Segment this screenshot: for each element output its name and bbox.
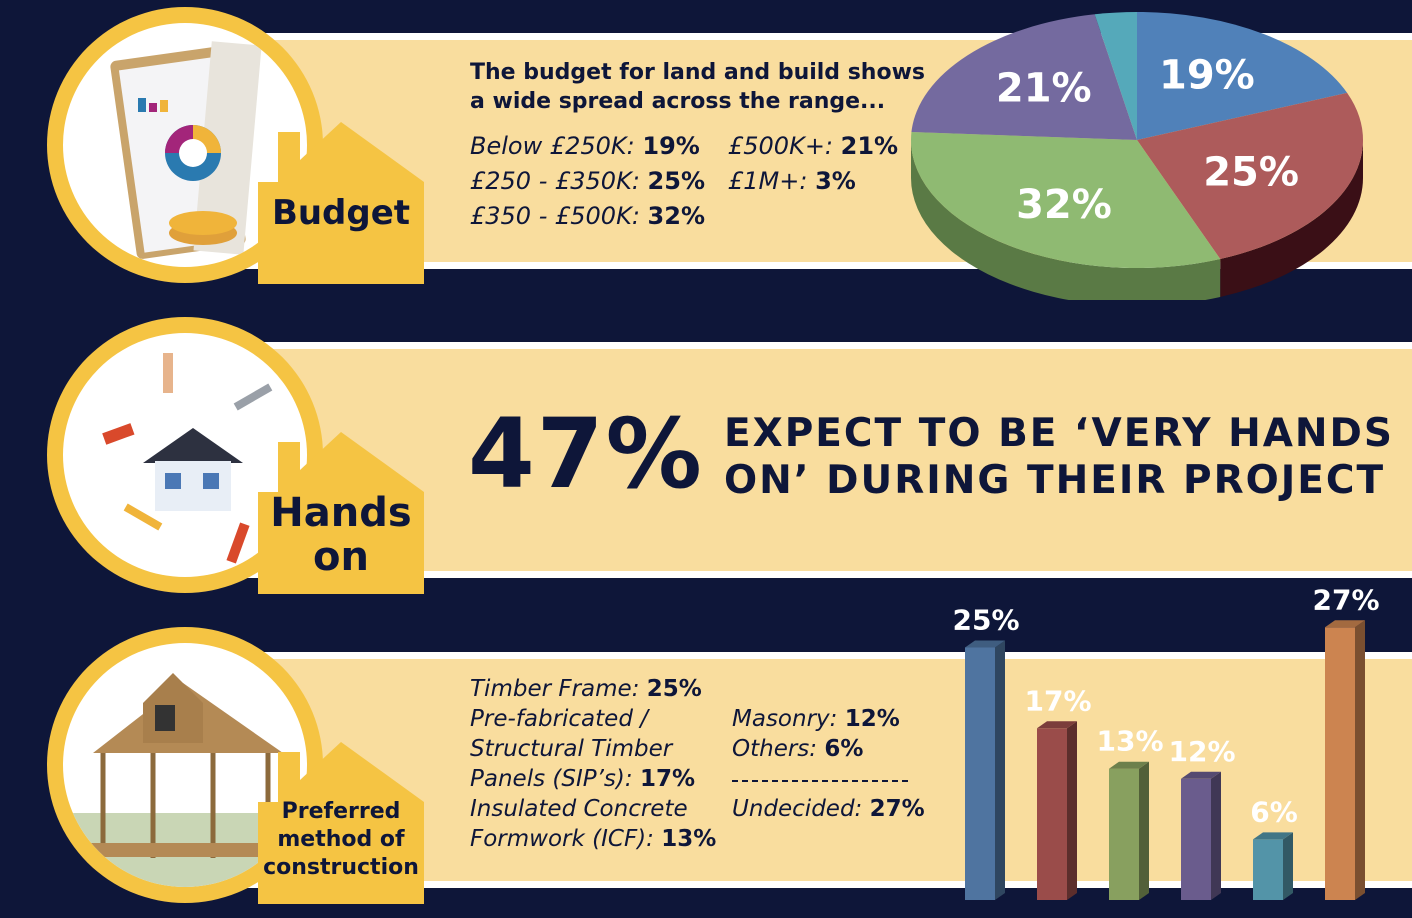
bar-label: 6% xyxy=(1250,795,1298,828)
construction-badge-line2: method of xyxy=(277,827,405,852)
budget-item: £1M+: 3% xyxy=(728,167,856,195)
bar-label: 25% xyxy=(952,604,1019,637)
construction-item: Structural Timber xyxy=(470,736,673,762)
hands-on-stat: 47% xyxy=(468,398,704,510)
budget-heading-line1: The budget for land and build shows xyxy=(470,60,926,85)
construction-item: Insulated Concrete xyxy=(470,796,688,822)
house-shape-icon xyxy=(258,122,424,284)
construction-illustration xyxy=(47,627,323,903)
construction-item: Formwork (ICF): 13% xyxy=(470,826,717,852)
bar-top xyxy=(1253,832,1293,840)
pie-slice-side xyxy=(911,140,1221,300)
pie-slice xyxy=(1094,12,1137,140)
bar-side xyxy=(1067,721,1077,900)
pie-label: 21% xyxy=(996,66,1092,112)
bar xyxy=(1109,768,1139,900)
bar-side xyxy=(1283,832,1293,900)
budget-item: £350 - £500K: 32% xyxy=(470,202,705,230)
bar-label: 17% xyxy=(1024,684,1091,717)
hands-on-badge-line1: Hands xyxy=(270,490,412,536)
bar-top xyxy=(965,640,1005,648)
bar-label: 13% xyxy=(1096,725,1163,758)
pie-label: 19% xyxy=(1159,52,1255,98)
construction-item: Panels (SIP’s): 17% xyxy=(470,766,695,792)
construction-item: Others: 6% xyxy=(732,736,864,762)
pie-slice xyxy=(911,14,1137,140)
bar-top xyxy=(1181,771,1221,779)
budget-heading-line2: a wide spread across the range... xyxy=(470,89,886,114)
hands-on-claim: EXPECT TO BE ‘VERY HANDS ON’ DURING THEI… xyxy=(724,410,1394,504)
pie-slice xyxy=(911,131,1221,268)
bar-side xyxy=(1211,771,1221,900)
bar-label: 12% xyxy=(1168,735,1235,768)
hands-on-claim-line2: ON’ DURING THEIR PROJECT xyxy=(724,458,1386,503)
divider xyxy=(732,780,908,782)
hands-on-badge-line2: on xyxy=(313,534,369,580)
bar-side xyxy=(1355,620,1365,900)
construction-badge-line3: construction xyxy=(263,855,419,880)
bar xyxy=(1181,778,1211,900)
budget-item: Below £250K: 19% xyxy=(470,132,700,160)
budget-badge-label: Budget xyxy=(271,193,411,233)
bar-top xyxy=(1037,721,1077,729)
pie-label: 32% xyxy=(1016,182,1112,228)
construction-item: Timber Frame: 25% xyxy=(470,676,702,702)
construction-badge-line1: Preferred xyxy=(281,799,401,824)
bar-label: 27% xyxy=(1312,583,1379,616)
hands-on-claim-line1: EXPECT TO BE ‘VERY HANDS xyxy=(724,411,1395,456)
clipboard-chart-icon xyxy=(110,41,262,259)
bar-side xyxy=(1139,761,1149,900)
pie-slice-side xyxy=(1220,140,1363,298)
house-shape-icon xyxy=(258,742,424,904)
pie-slice xyxy=(1137,92,1363,260)
bar xyxy=(965,647,995,900)
pie-slice xyxy=(1137,12,1348,140)
bar-top xyxy=(1325,620,1365,628)
budget-pie-chart: 19% 25% 32% 21% xyxy=(911,12,1363,300)
budget-item: £500K+: 21% xyxy=(728,132,899,160)
construction-item: Pre-fabricated / xyxy=(470,706,648,732)
bar-side xyxy=(995,640,1005,900)
budget-badge: Budget xyxy=(258,122,424,284)
construction-bar-chart: 25% 17%13% 12% 6% 27% xyxy=(952,583,1380,900)
pie-label: 25% xyxy=(1203,150,1299,196)
bar xyxy=(1325,627,1355,900)
budget-item: £250 - £350K: 25% xyxy=(470,167,705,195)
bar xyxy=(1037,728,1067,900)
bar-top xyxy=(1109,761,1149,769)
bar xyxy=(1253,839,1283,900)
construction-item: Masonry: 12% xyxy=(732,706,900,732)
house-shape-icon xyxy=(258,432,424,594)
construction-badge: Preferred method of construction xyxy=(258,742,424,904)
construction-item: Undecided: 27% xyxy=(732,796,925,822)
hands-on-badge: Hands on xyxy=(258,432,424,594)
hands-on-illustration xyxy=(47,317,323,593)
house-tools-icon xyxy=(102,353,273,564)
